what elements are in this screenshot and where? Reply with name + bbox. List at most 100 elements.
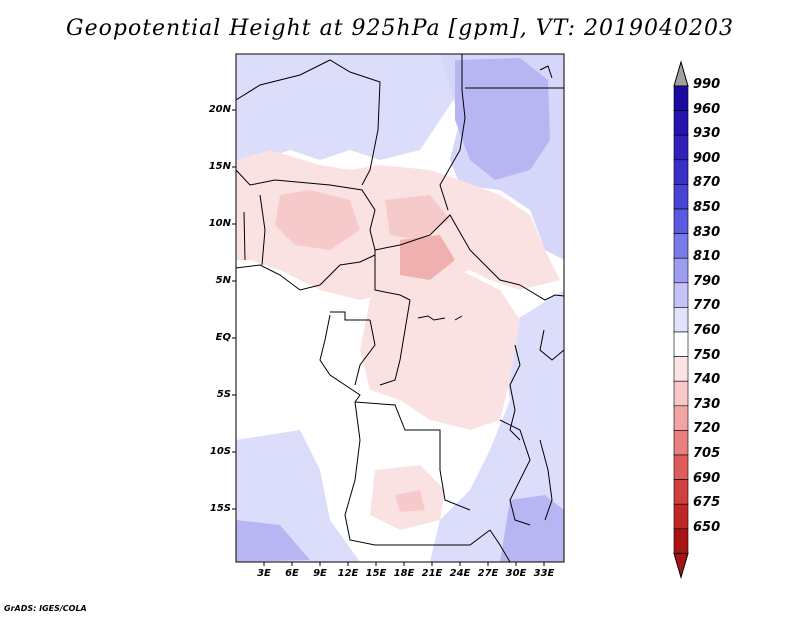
colorbar-level-label: 690 — [693, 470, 721, 486]
east-blue-region — [430, 290, 564, 562]
border-eq-guinea — [330, 311, 370, 321]
colorbar-level-label: 650 — [693, 519, 721, 535]
coastline-west — [319, 314, 361, 403]
border-togo — [243, 211, 246, 261]
colorbar-swatch — [673, 307, 689, 333]
chad-pink-spot — [385, 195, 450, 240]
colorbar-level-label: 740 — [693, 372, 721, 388]
lat-label: 5S — [216, 389, 231, 400]
x-ticks — [263, 562, 545, 566]
colorbar-level-label: 900 — [693, 150, 721, 166]
lon-label: 3E — [257, 568, 271, 579]
colorbar-level-label: 810 — [693, 249, 721, 265]
lon-label: 30E — [505, 568, 527, 579]
lat-label: EQ — [215, 332, 231, 343]
colorbar-level-label: 705 — [693, 446, 721, 461]
border-cameroon-north — [319, 254, 376, 286]
colorbar-level-label: 830 — [693, 224, 721, 240]
border-gabon-congo — [354, 319, 376, 386]
colorbar-swatch — [673, 184, 689, 210]
colorbar-top-arrow — [673, 60, 689, 87]
colorbar-swatch — [673, 528, 689, 554]
angola-darker-spot — [395, 490, 425, 512]
colorbar-level-label: 760 — [693, 323, 721, 338]
country-borders — [236, 54, 564, 562]
colorbar-level-label: 730 — [693, 396, 721, 412]
colorbar-swatch — [673, 110, 689, 136]
north-blue-region — [236, 54, 470, 170]
colorbar-swatch — [673, 380, 689, 407]
lon-label: 12E — [337, 568, 359, 579]
colorbar-swatch — [673, 479, 689, 505]
lon-label: 18E — [393, 568, 415, 579]
colorbar-swatch — [673, 134, 689, 161]
border-lakes — [509, 344, 521, 441]
border-car-sudan — [374, 214, 521, 286]
border-south-sudan-uganda — [519, 284, 564, 301]
colorbar-swatch — [673, 454, 689, 480]
border-zambia — [499, 419, 531, 526]
coastline-gulf — [236, 264, 321, 291]
border-south — [489, 529, 511, 562]
map-frame — [235, 53, 565, 563]
colorbar-level-label: 750 — [693, 347, 721, 363]
border-niger-nigeria — [236, 169, 376, 251]
lat-label: 20N — [208, 104, 231, 115]
colorbar-level-label: 770 — [693, 298, 721, 314]
lon-label: 33E — [533, 568, 555, 579]
lat-label: 10N — [208, 218, 231, 229]
lon-label: 21E — [421, 568, 443, 579]
colorbar-level-label: 990 — [693, 77, 721, 92]
colorbar-level-label: 720 — [693, 421, 721, 437]
height-field — [236, 54, 564, 562]
colorbar-level-label: 850 — [693, 200, 721, 215]
border-chad-sudan — [439, 54, 466, 211]
border-north — [236, 59, 381, 186]
border-lake-victoria — [539, 329, 564, 361]
southwest-dark-region — [236, 520, 310, 562]
border-malawi — [539, 439, 553, 521]
border-angola-namibia — [344, 401, 491, 546]
colorbar-swatch — [673, 405, 689, 431]
lat-label: 5N — [215, 275, 231, 286]
colorbar-swatch — [673, 233, 689, 259]
lon-label: 24E — [449, 568, 471, 579]
colorbar-level-label: 790 — [693, 273, 721, 289]
colorbar-level-label: 675 — [693, 495, 721, 511]
colorbar-swatch — [673, 159, 689, 185]
border-congo-drc — [379, 299, 411, 386]
border-cameroon-car — [374, 250, 411, 301]
lat-label: 10S — [209, 446, 231, 457]
lat-label: 15N — [208, 161, 231, 172]
car-darker-spot — [400, 235, 455, 280]
colorbar-level-label: 930 — [693, 126, 721, 142]
colorbar-swatch — [673, 282, 689, 308]
colorbar-swatch — [673, 503, 689, 530]
colorbar-bottom-arrow — [673, 552, 689, 580]
nigeria-pink-spot — [275, 190, 360, 250]
congo-pink-region — [360, 270, 520, 430]
colorbar-swatch — [673, 257, 689, 284]
colorbar-swatch — [673, 356, 689, 382]
colorbar-level-label: 870 — [693, 175, 721, 191]
grads-credit: GrADS: IGES/COLA — [4, 604, 87, 613]
lon-label: 27E — [477, 568, 499, 579]
chart-title: Geopotential Height at 925hPa [gpm], VT:… — [66, 16, 734, 41]
river-dash-1 — [417, 315, 446, 321]
border-benin — [259, 194, 266, 266]
colorbar-level-label: 960 — [693, 101, 721, 117]
river-dash-2 — [454, 315, 463, 321]
lon-label: 9E — [313, 568, 327, 579]
lat-label: 15S — [209, 503, 231, 514]
border-angola-drc — [354, 401, 471, 511]
lon-label: 15E — [365, 568, 387, 579]
colorbar-swatch — [673, 85, 689, 111]
y-ticks — [232, 109, 236, 510]
coast-ne — [539, 65, 553, 79]
lon-label: 6E — [285, 568, 299, 579]
colorbar-swatch — [673, 331, 689, 357]
colorbar-swatch — [673, 208, 689, 234]
colorbar-swatch — [673, 430, 689, 456]
